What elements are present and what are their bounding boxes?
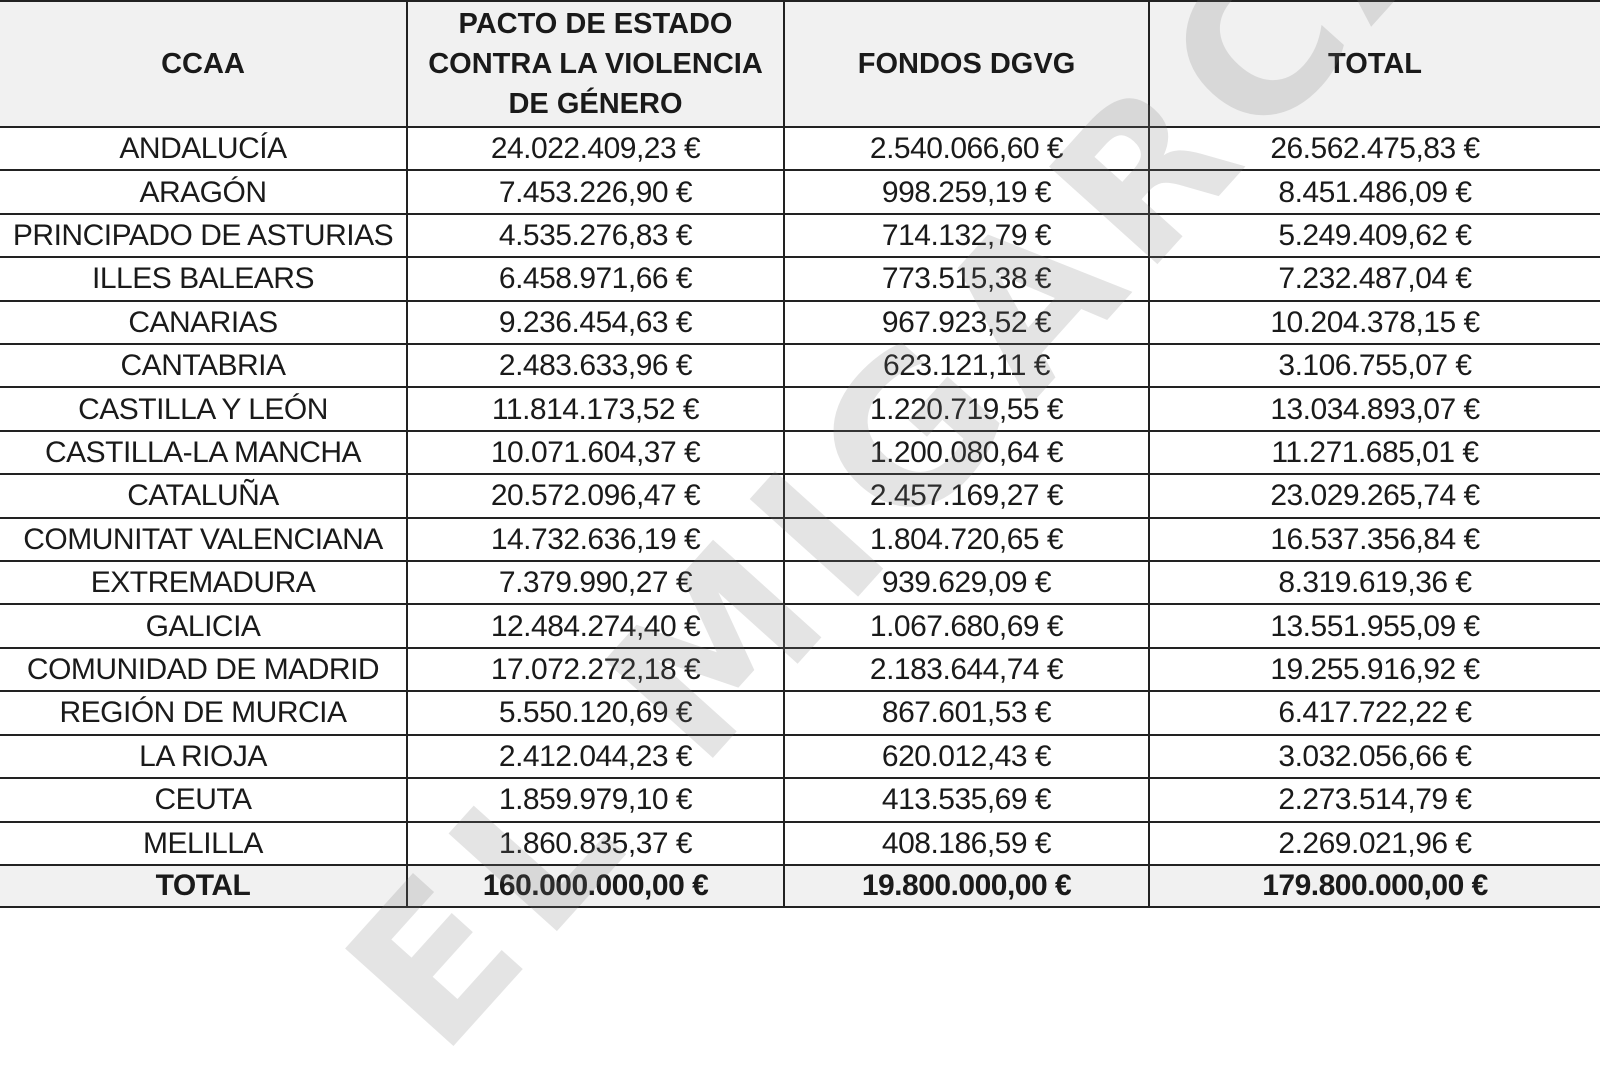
cell-total: 2.273.514,79 € bbox=[1148, 777, 1600, 823]
cell-pacto-estado: 2.483.633,96 € bbox=[406, 343, 785, 389]
cell-fondos-dgvg: 939.629,09 € bbox=[783, 560, 1150, 606]
table-row: CEUTA 1.859.979,10 €413.535,69 €2.273.514… bbox=[0, 777, 1600, 823]
cell-pacto-estado: 7.379.990,27 € bbox=[406, 560, 785, 606]
cell-fondos-dgvg: 2.183.644,74 € bbox=[783, 646, 1150, 693]
table-row: REGIÓN DE MURCIA 5.550.120,69 €867.601,53… bbox=[0, 690, 1600, 736]
cell-pacto-estado: 7.453.226,90 € bbox=[406, 169, 785, 215]
cell-total: 6.417.722,22 € bbox=[1148, 690, 1600, 736]
cell-fondos-dgvg: 1.200.080,64 € bbox=[783, 429, 1150, 476]
cell-ccaa: CASTILLA Y LEÓN bbox=[0, 386, 408, 432]
cell-total: 8.451.486,09 € bbox=[1148, 169, 1600, 215]
cell-total: 3.106.755,07 € bbox=[1148, 343, 1600, 389]
cell-ccaa: CEUTA bbox=[0, 777, 408, 823]
cell-pacto-estado: 6.458.971,66 € bbox=[406, 256, 785, 302]
total-total: 179.800.000,00 € bbox=[1148, 864, 1600, 908]
cell-ccaa: GALICIA bbox=[0, 603, 408, 649]
cell-pacto-estado: 1.860.835,37 € bbox=[406, 820, 785, 866]
table-row: CANTABRIA 2.483.633,96 €623.121,11 €3.106… bbox=[0, 343, 1600, 389]
cell-pacto-estado: 17.072.272,18 € bbox=[406, 646, 785, 693]
cell-fondos-dgvg: 1.220.719,55 € bbox=[783, 386, 1150, 432]
table-row: EXTREMADURA 7.379.990,27 €939.629,09 €8.3… bbox=[0, 560, 1600, 606]
table-row: COMUNIDAD DE MADRID 17.072.272,18 €2.183.… bbox=[0, 646, 1600, 693]
cell-total: 3.032.056,66 € bbox=[1148, 733, 1600, 780]
cell-pacto-estado: 12.484.274,40 € bbox=[406, 603, 785, 649]
cell-ccaa: ILLES BALEARS bbox=[0, 256, 408, 302]
cell-ccaa: CATALUÑA bbox=[0, 473, 408, 519]
cell-total: 26.562.475,83 € bbox=[1148, 125, 1600, 172]
cell-pacto-estado: 20.572.096,47 € bbox=[406, 473, 785, 519]
cell-ccaa: LA RIOJA bbox=[0, 733, 408, 780]
cell-total: 2.269.021,96 € bbox=[1148, 820, 1600, 866]
header-fondos-dgvg: FONDOS DGVG bbox=[783, 0, 1150, 128]
cell-ccaa: REGIÓN DE MURCIA bbox=[0, 690, 408, 736]
table-row: CATALUÑA 20.572.096,47 €2.457.169,27 €23.… bbox=[0, 473, 1600, 519]
total-label: TOTAL bbox=[0, 864, 408, 908]
cell-pacto-estado: 4.535.276,83 € bbox=[406, 212, 785, 259]
total-row: TOTAL 160.000.000,00 € 19.800.000,00 € 1… bbox=[0, 864, 1600, 908]
cell-pacto-estado: 2.412.044,23 € bbox=[406, 733, 785, 780]
cell-pacto-estado: 9.236.454,63 € bbox=[406, 299, 785, 346]
cell-fondos-dgvg: 623.121,11 € bbox=[783, 343, 1150, 389]
cell-pacto-estado: 1.859.979,10 € bbox=[406, 777, 785, 823]
cell-fondos-dgvg: 967.923,52 € bbox=[783, 299, 1150, 346]
cell-fondos-dgvg: 714.132,79 € bbox=[783, 212, 1150, 259]
total-fondos-dgvg: 19.800.000,00 € bbox=[783, 864, 1150, 908]
cell-total: 8.319.619,36 € bbox=[1148, 560, 1600, 606]
cell-ccaa: COMUNIDAD DE MADRID bbox=[0, 646, 408, 693]
header-row: CCAA PACTO DE ESTADO CONTRA LA VIOLENCIA… bbox=[0, 0, 1600, 128]
cell-ccaa: CASTILLA-LA MANCHA bbox=[0, 429, 408, 476]
header-pacto-estado: PACTO DE ESTADO CONTRA LA VIOLENCIA DE G… bbox=[406, 0, 785, 128]
total-pacto-estado: 160.000.000,00 € bbox=[406, 864, 785, 908]
table-row: CASTILLA Y LEÓN 11.814.173,52 €1.220.719,… bbox=[0, 386, 1600, 432]
cell-pacto-estado: 14.732.636,19 € bbox=[406, 516, 785, 563]
table-row: ILLES BALEARS 6.458.971,66 €773.515,38 €7… bbox=[0, 256, 1600, 302]
cell-fondos-dgvg: 998.259,19 € bbox=[783, 169, 1150, 215]
cell-total: 13.551.955,09 € bbox=[1148, 603, 1600, 649]
cell-fondos-dgvg: 620.012,43 € bbox=[783, 733, 1150, 780]
table-row: LA RIOJA 2.412.044,23 €620.012,43 €3.032.… bbox=[0, 733, 1600, 780]
cell-ccaa: PRINCIPADO DE ASTURIAS bbox=[0, 212, 408, 259]
table-row: PRINCIPADO DE ASTURIAS 4.535.276,83 €714.… bbox=[0, 212, 1600, 259]
cell-total: 19.255.916,92 € bbox=[1148, 646, 1600, 693]
cell-total: 11.271.685,01 € bbox=[1148, 429, 1600, 476]
cell-fondos-dgvg: 413.535,69 € bbox=[783, 777, 1150, 823]
header-ccaa: CCAA bbox=[0, 0, 408, 128]
funds-table: CCAA PACTO DE ESTADO CONTRA LA VIOLENCIA… bbox=[0, 0, 1600, 908]
cell-fondos-dgvg: 773.515,38 € bbox=[783, 256, 1150, 302]
cell-ccaa: EXTREMADURA bbox=[0, 560, 408, 606]
cell-ccaa: ANDALUCÍA bbox=[0, 125, 408, 172]
cell-fondos-dgvg: 1.804.720,65 € bbox=[783, 516, 1150, 563]
cell-fondos-dgvg: 2.457.169,27 € bbox=[783, 473, 1150, 519]
cell-pacto-estado: 24.022.409,23 € bbox=[406, 125, 785, 172]
table-row: GALICIA 12.484.274,40 €1.067.680,69 €13.5… bbox=[0, 603, 1600, 649]
cell-ccaa: COMUNITAT VALENCIANA bbox=[0, 516, 408, 563]
table-row: ARAGÓN 7.453.226,90 €998.259,19 €8.451.48… bbox=[0, 169, 1600, 215]
cell-total: 13.034.893,07 € bbox=[1148, 386, 1600, 432]
cell-ccaa: CANTABRIA bbox=[0, 343, 408, 389]
cell-pacto-estado: 11.814.173,52 € bbox=[406, 386, 785, 432]
cell-total: 10.204.378,15 € bbox=[1148, 299, 1600, 346]
cell-fondos-dgvg: 408.186,59 € bbox=[783, 820, 1150, 866]
cell-total: 23.029.265,74 € bbox=[1148, 473, 1600, 519]
cell-pacto-estado: 10.071.604,37 € bbox=[406, 429, 785, 476]
cell-fondos-dgvg: 867.601,53 € bbox=[783, 690, 1150, 736]
table-row: MELILLA 1.860.835,37 €408.186,59 €2.269.0… bbox=[0, 820, 1600, 866]
table-row: CANARIAS 9.236.454,63 €967.923,52 €10.204… bbox=[0, 299, 1600, 346]
table-body: ANDALUCÍA 24.022.409,23 €2.540.066,60 €26… bbox=[0, 125, 1600, 866]
cell-total: 7.232.487,04 € bbox=[1148, 256, 1600, 302]
cell-ccaa: CANARIAS bbox=[0, 299, 408, 346]
cell-ccaa: MELILLA bbox=[0, 820, 408, 866]
table-row: COMUNITAT VALENCIANA 14.732.636,19 €1.804… bbox=[0, 516, 1600, 563]
cell-total: 16.537.356,84 € bbox=[1148, 516, 1600, 563]
cell-fondos-dgvg: 1.067.680,69 € bbox=[783, 603, 1150, 649]
table-row: ANDALUCÍA 24.022.409,23 €2.540.066,60 €26… bbox=[0, 125, 1600, 172]
cell-ccaa: ARAGÓN bbox=[0, 169, 408, 215]
cell-fondos-dgvg: 2.540.066,60 € bbox=[783, 125, 1150, 172]
cell-pacto-estado: 5.550.120,69 € bbox=[406, 690, 785, 736]
header-total: TOTAL bbox=[1148, 0, 1600, 128]
table-row: CASTILLA-LA MANCHA 10.071.604,37 €1.200.0… bbox=[0, 429, 1600, 476]
cell-total: 5.249.409,62 € bbox=[1148, 212, 1600, 259]
